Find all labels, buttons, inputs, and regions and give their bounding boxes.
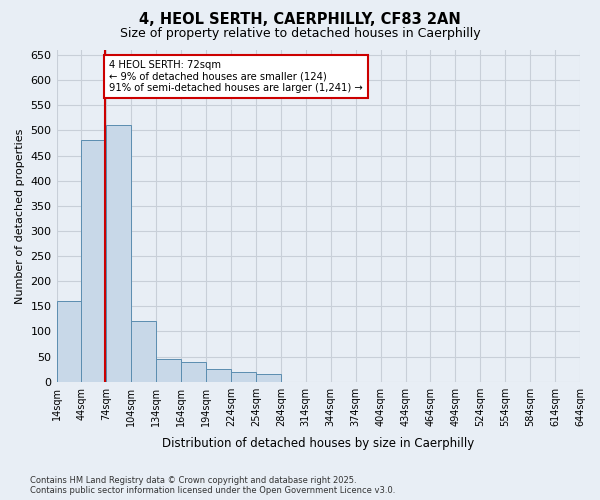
- Bar: [256, 374, 281, 382]
- Bar: [156, 359, 181, 382]
- Bar: [231, 372, 256, 382]
- Text: 4, HEOL SERTH, CAERPHILLY, CF83 2AN: 4, HEOL SERTH, CAERPHILLY, CF83 2AN: [139, 12, 461, 28]
- Bar: [181, 362, 206, 382]
- Bar: [206, 369, 231, 382]
- Bar: [131, 322, 156, 382]
- Bar: [56, 302, 82, 382]
- Bar: [82, 140, 106, 382]
- Text: Contains HM Land Registry data © Crown copyright and database right 2025.
Contai: Contains HM Land Registry data © Crown c…: [30, 476, 395, 495]
- Text: 4 HEOL SERTH: 72sqm
← 9% of detached houses are smaller (124)
91% of semi-detach: 4 HEOL SERTH: 72sqm ← 9% of detached hou…: [109, 60, 362, 94]
- Text: Size of property relative to detached houses in Caerphilly: Size of property relative to detached ho…: [119, 28, 481, 40]
- Y-axis label: Number of detached properties: Number of detached properties: [15, 128, 25, 304]
- Bar: [106, 126, 131, 382]
- X-axis label: Distribution of detached houses by size in Caerphilly: Distribution of detached houses by size …: [162, 437, 475, 450]
